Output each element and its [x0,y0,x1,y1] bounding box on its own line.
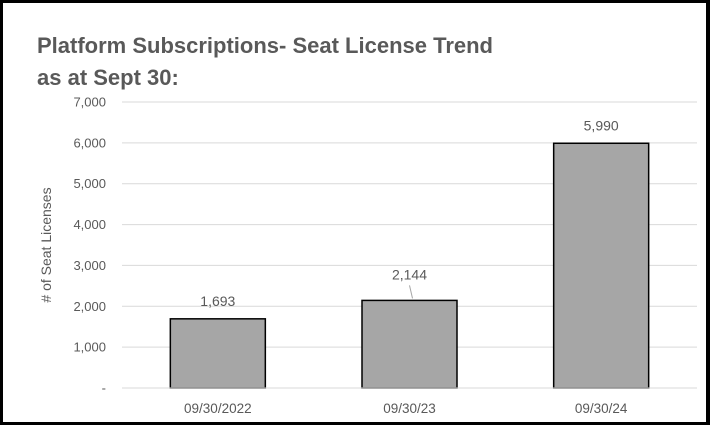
y-axis-title: # of Seat Licenses [38,187,54,302]
y-tick-label: 7,000 [73,95,106,110]
chart-title: Platform Subscriptions- Seat License Tre… [37,30,493,94]
y-tick-label: 5,000 [73,176,106,191]
x-category-label: 09/30/23 [383,401,436,416]
y-tick-label: 2,000 [73,299,106,314]
y-tick-label: - [102,381,106,396]
bar [361,299,458,389]
data-label: 2,144 [392,266,427,282]
bar [552,142,650,389]
bar [169,318,267,389]
y-tick-label: 1,000 [73,340,106,355]
chart-title-line-2: as at Sept 30: [37,65,179,90]
data-label: 1,693 [200,293,235,309]
x-category-label: 09/30/2022 [184,401,252,416]
y-tick-label: 3,000 [73,258,106,273]
data-label-leader-line [409,285,413,299]
chart-title-line-1: Platform Subscriptions- Seat License Tre… [37,33,493,58]
y-tick-label: 6,000 [73,135,106,150]
y-tick-label: 4,000 [73,217,106,232]
x-category-label: 09/30/24 [575,401,628,416]
data-label: 5,990 [584,117,619,133]
